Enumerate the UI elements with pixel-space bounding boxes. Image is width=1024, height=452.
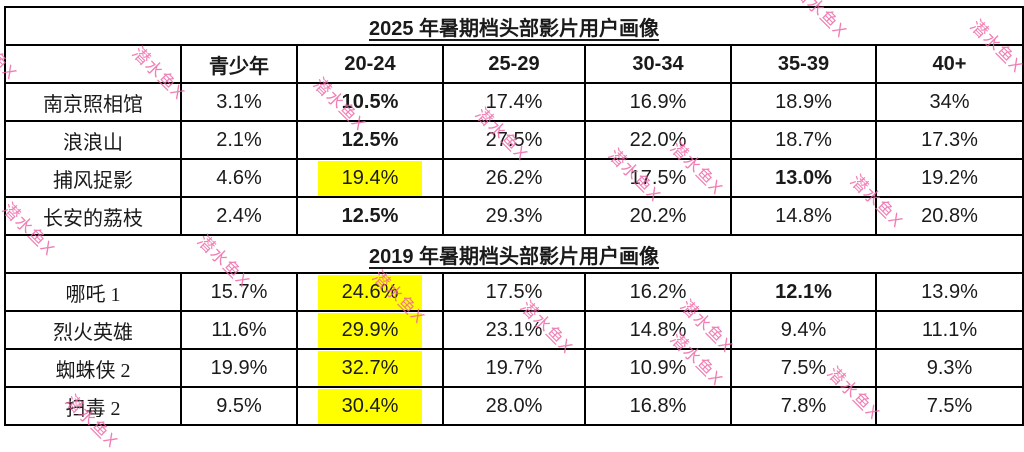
table-row: 蜘蛛侠 2 19.9% 32.7% 19.7% 10.9% 7.5% 9.3% xyxy=(4,348,1024,388)
value-cell: 32.7% xyxy=(296,348,444,388)
value-cell: 7.5% xyxy=(730,348,877,388)
value-cell: 19.7% xyxy=(442,348,586,388)
column-header: 青少年 xyxy=(180,44,298,84)
table-row: 哪吒 1 15.7% 24.6% 17.5% 16.2% 12.1% 13.9% xyxy=(4,272,1024,312)
value-cell: 12.1% xyxy=(730,272,877,312)
value-cell: 19.4% xyxy=(296,158,444,198)
row-label: 捕风捉影 xyxy=(4,158,182,198)
table-row: 南京照相馆 3.1% 10.5% 17.4% 16.9% 18.9% 34% xyxy=(4,82,1024,122)
value-cell: 20.2% xyxy=(584,196,732,236)
value-cell: 18.9% xyxy=(730,82,877,122)
value-cell: 14.8% xyxy=(584,310,732,350)
value-cell: 2.1% xyxy=(180,120,298,160)
row-label: 南京照相馆 xyxy=(4,82,182,122)
column-header: 25-29 xyxy=(442,44,586,84)
highlighted-value: 30.4% xyxy=(318,389,422,423)
table-row: 浪浪山 2.1% 12.5% 27.5% 22.0% 18.7% 17.3% xyxy=(4,120,1024,160)
value-cell: 27.5% xyxy=(442,120,586,160)
column-header: 35-39 xyxy=(730,44,877,84)
row-label: 哪吒 1 xyxy=(4,272,182,312)
highlighted-value: 32.7% xyxy=(318,351,422,385)
column-header: 40+ xyxy=(874,44,1024,84)
value-cell: 14.8% xyxy=(730,196,877,236)
value-cell: 19.9% xyxy=(180,348,298,388)
value-cell: 13.0% xyxy=(730,158,877,198)
value-cell: 9.5% xyxy=(180,386,298,426)
value-cell: 11.6% xyxy=(180,310,298,350)
table-body: 2025 年暑期档头部影片用户画像青少年 20-24 25-29 30-34 35-39… xyxy=(3,6,1024,426)
section-title-row: 2019 年暑期档头部影片用户画像 xyxy=(3,234,1024,274)
value-cell: 19.2% xyxy=(874,158,1024,198)
value-cell: 17.5% xyxy=(584,158,732,198)
value-cell: 9.3% xyxy=(874,348,1024,388)
table-row: 烈火英雄 11.6% 29.9% 23.1% 14.8% 9.4% 11.1% xyxy=(4,310,1024,350)
value-cell: 3.1% xyxy=(180,82,298,122)
value-cell: 16.8% xyxy=(584,386,732,426)
value-cell: 10.5% xyxy=(296,82,444,122)
value-cell: 26.2% xyxy=(442,158,586,198)
section-title: 2025 年暑期档头部影片用户画像 xyxy=(368,17,660,40)
row-label: 浪浪山 xyxy=(4,120,182,160)
value-cell: 9.4% xyxy=(730,310,877,350)
corner-cell xyxy=(4,44,182,84)
value-cell: 22.0% xyxy=(584,120,732,160)
row-label: 扫毒 2 xyxy=(4,386,182,426)
value-cell: 7.8% xyxy=(730,386,877,426)
value-cell: 29.3% xyxy=(442,196,586,236)
section-title: 2019 年暑期档头部影片用户画像 xyxy=(368,245,660,268)
value-cell: 28.0% xyxy=(442,386,586,426)
movie-user-profile-table: 2025 年暑期档头部影片用户画像青少年 20-24 25-29 30-34 35-39… xyxy=(3,6,1024,426)
value-cell: 29.9% xyxy=(296,310,444,350)
row-label: 长安的荔枝 xyxy=(4,196,182,236)
section-title-cell: 2025 年暑期档头部影片用户画像 xyxy=(3,6,1024,46)
value-cell: 34% xyxy=(874,82,1024,122)
value-cell: 4.6% xyxy=(180,158,298,198)
column-header: 20-24 xyxy=(296,44,444,84)
value-cell: 11.1% xyxy=(874,310,1024,350)
value-cell: 10.9% xyxy=(584,348,732,388)
highlighted-value: 29.9% xyxy=(318,313,422,347)
table-row: 扫毒 2 9.5% 30.4% 28.0% 16.8% 7.8% 7.5% xyxy=(4,386,1024,426)
highlighted-value: 24.6% xyxy=(318,275,422,309)
section-title-cell: 2019 年暑期档头部影片用户画像 xyxy=(3,234,1024,274)
row-label: 蜘蛛侠 2 xyxy=(4,348,182,388)
value-cell: 16.9% xyxy=(584,82,732,122)
value-cell: 17.4% xyxy=(442,82,586,122)
value-cell: 30.4% xyxy=(296,386,444,426)
column-header: 30-34 xyxy=(584,44,732,84)
highlighted-value: 19.4% xyxy=(318,161,422,195)
table-row: 捕风捉影 4.6% 19.4% 26.2% 17.5% 13.0% 19.2% xyxy=(4,158,1024,198)
value-cell: 24.6% xyxy=(296,272,444,312)
table-row: 长安的荔枝 2.4% 12.5% 29.3% 20.2% 14.8% 20.8% xyxy=(4,196,1024,236)
value-cell: 17.3% xyxy=(874,120,1024,160)
value-cell: 13.9% xyxy=(874,272,1024,312)
value-cell: 15.7% xyxy=(180,272,298,312)
row-label: 烈火英雄 xyxy=(4,310,182,350)
value-cell: 18.7% xyxy=(730,120,877,160)
value-cell: 20.8% xyxy=(874,196,1024,236)
value-cell: 23.1% xyxy=(442,310,586,350)
value-cell: 17.5% xyxy=(442,272,586,312)
column-header-row: 青少年 20-24 25-29 30-34 35-39 40+ xyxy=(4,44,1024,84)
value-cell: 16.2% xyxy=(584,272,732,312)
value-cell: 2.4% xyxy=(180,196,298,236)
value-cell: 12.5% xyxy=(296,120,444,160)
value-cell: 12.5% xyxy=(296,196,444,236)
value-cell: 7.5% xyxy=(874,386,1024,426)
section-title-row: 2025 年暑期档头部影片用户画像 xyxy=(3,6,1024,46)
